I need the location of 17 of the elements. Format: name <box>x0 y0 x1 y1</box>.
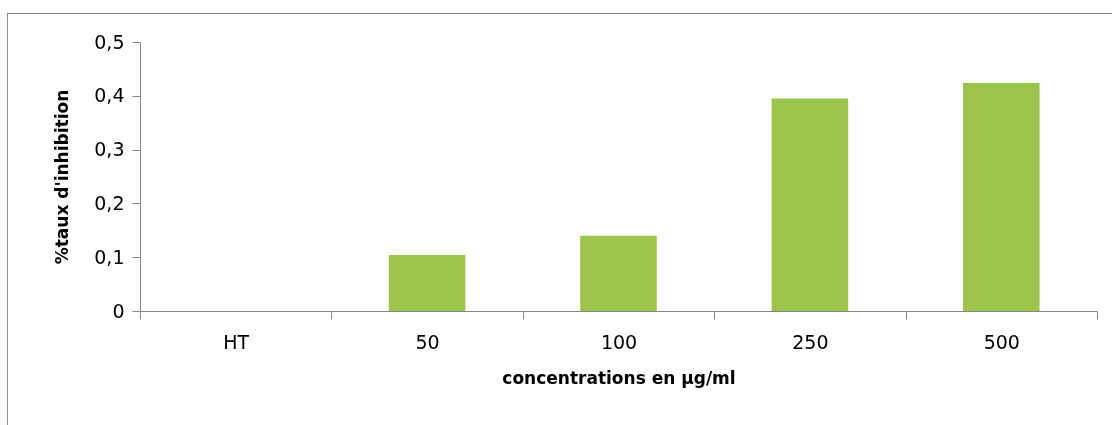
y-tick-label: 0,1 <box>94 245 125 268</box>
y-axis-title: %taux d'inhibition <box>52 89 73 265</box>
bar <box>388 255 466 311</box>
bar <box>771 98 849 311</box>
y-tick-label: 0 <box>112 299 125 322</box>
x-tick-label: HT <box>223 330 250 353</box>
y-tick-label: 0,5 <box>94 30 125 53</box>
x-tick-label: 100 <box>600 330 638 353</box>
y-tick-label: 0,4 <box>94 84 125 107</box>
x-axis-title: concentrations en µg/ml <box>502 367 736 388</box>
y-tick-label: 0,2 <box>94 191 125 214</box>
y-tick-label: 0,3 <box>94 138 125 161</box>
bar <box>963 82 1040 311</box>
x-tick-label: 250 <box>792 330 829 353</box>
x-tick-label: 500 <box>983 330 1020 353</box>
bar <box>580 235 657 311</box>
x-tick-label: 50 <box>415 330 440 353</box>
